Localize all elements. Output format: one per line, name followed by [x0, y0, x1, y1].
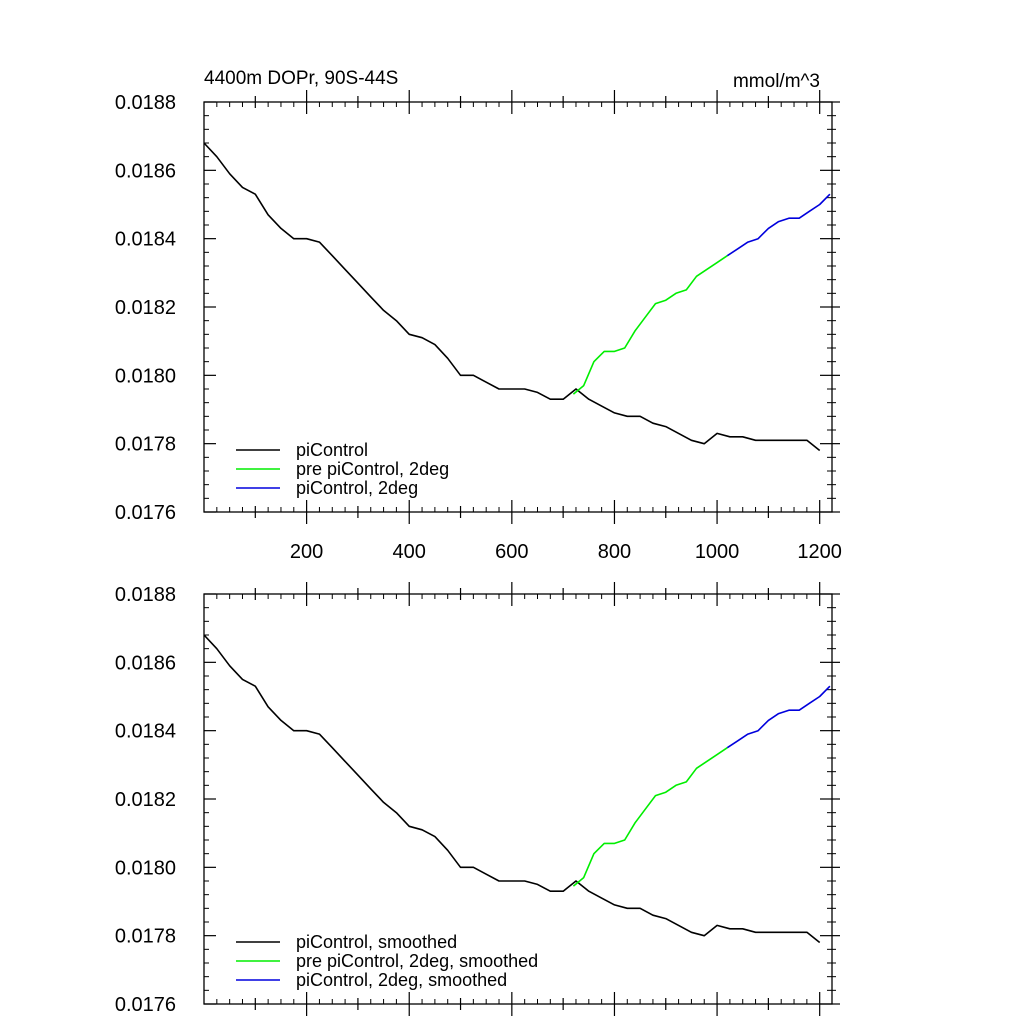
x-tick-label: 800 [598, 541, 631, 563]
x-tick-label: 1200 [797, 541, 842, 563]
y-tick-label: 0.0188 [115, 584, 176, 606]
bottom-panel: 0.0176 0.0178 0.0180 0.0182 0.0184 0.0186 0.01… [115, 582, 840, 1016]
legend-label: piControl [296, 440, 368, 460]
x-tick-label: 200 [290, 541, 323, 563]
x-tick-label: 1000 [695, 541, 740, 563]
series-line-0 [203, 634, 821, 944]
series-line-1 [572, 255, 728, 395]
y-tick-label: 0.0186 [115, 160, 176, 182]
y-tick-label: 0.0188 [115, 92, 176, 114]
series-line-0 [203, 142, 821, 452]
y-tick-label: 0.0180 [115, 857, 176, 879]
legend-label: piControl, 2deg, smoothed [296, 970, 507, 990]
legend-label: piControl, smoothed [296, 932, 457, 952]
y-tick-label: 0.0186 [115, 652, 176, 674]
y-tick-label: 0.0184 [115, 721, 176, 743]
legend-label: piControl, 2deg [296, 478, 418, 498]
y-tick-label: 0.0178 [115, 926, 176, 948]
top-panel: 4400m DOPr, 90S-44S mmol/m^3 0.0176 0.017… [115, 68, 842, 563]
chart-title: 4400m DOPr, 90S-44S [204, 68, 398, 89]
y-tick-label: 0.0178 [115, 434, 176, 456]
y-tick-label: 0.0180 [115, 365, 176, 387]
x-tick-label: 400 [393, 541, 426, 563]
y-tick-label: 0.0184 [115, 229, 176, 251]
y-tick-label: 0.0176 [115, 994, 176, 1016]
series-line-1 [572, 747, 728, 887]
y-tick-label: 0.0182 [115, 297, 176, 319]
legend-label: pre piControl, 2deg, smoothed [296, 951, 538, 971]
units-label: mmol/m^3 [733, 71, 820, 92]
series-line-2 [726, 685, 831, 749]
legend-label: pre piControl, 2deg [296, 459, 449, 479]
y-tick-label: 0.0182 [115, 789, 176, 811]
x-tick-label: 600 [495, 541, 528, 563]
series-line-2 [726, 193, 831, 257]
y-tick-label: 0.0176 [115, 502, 176, 524]
